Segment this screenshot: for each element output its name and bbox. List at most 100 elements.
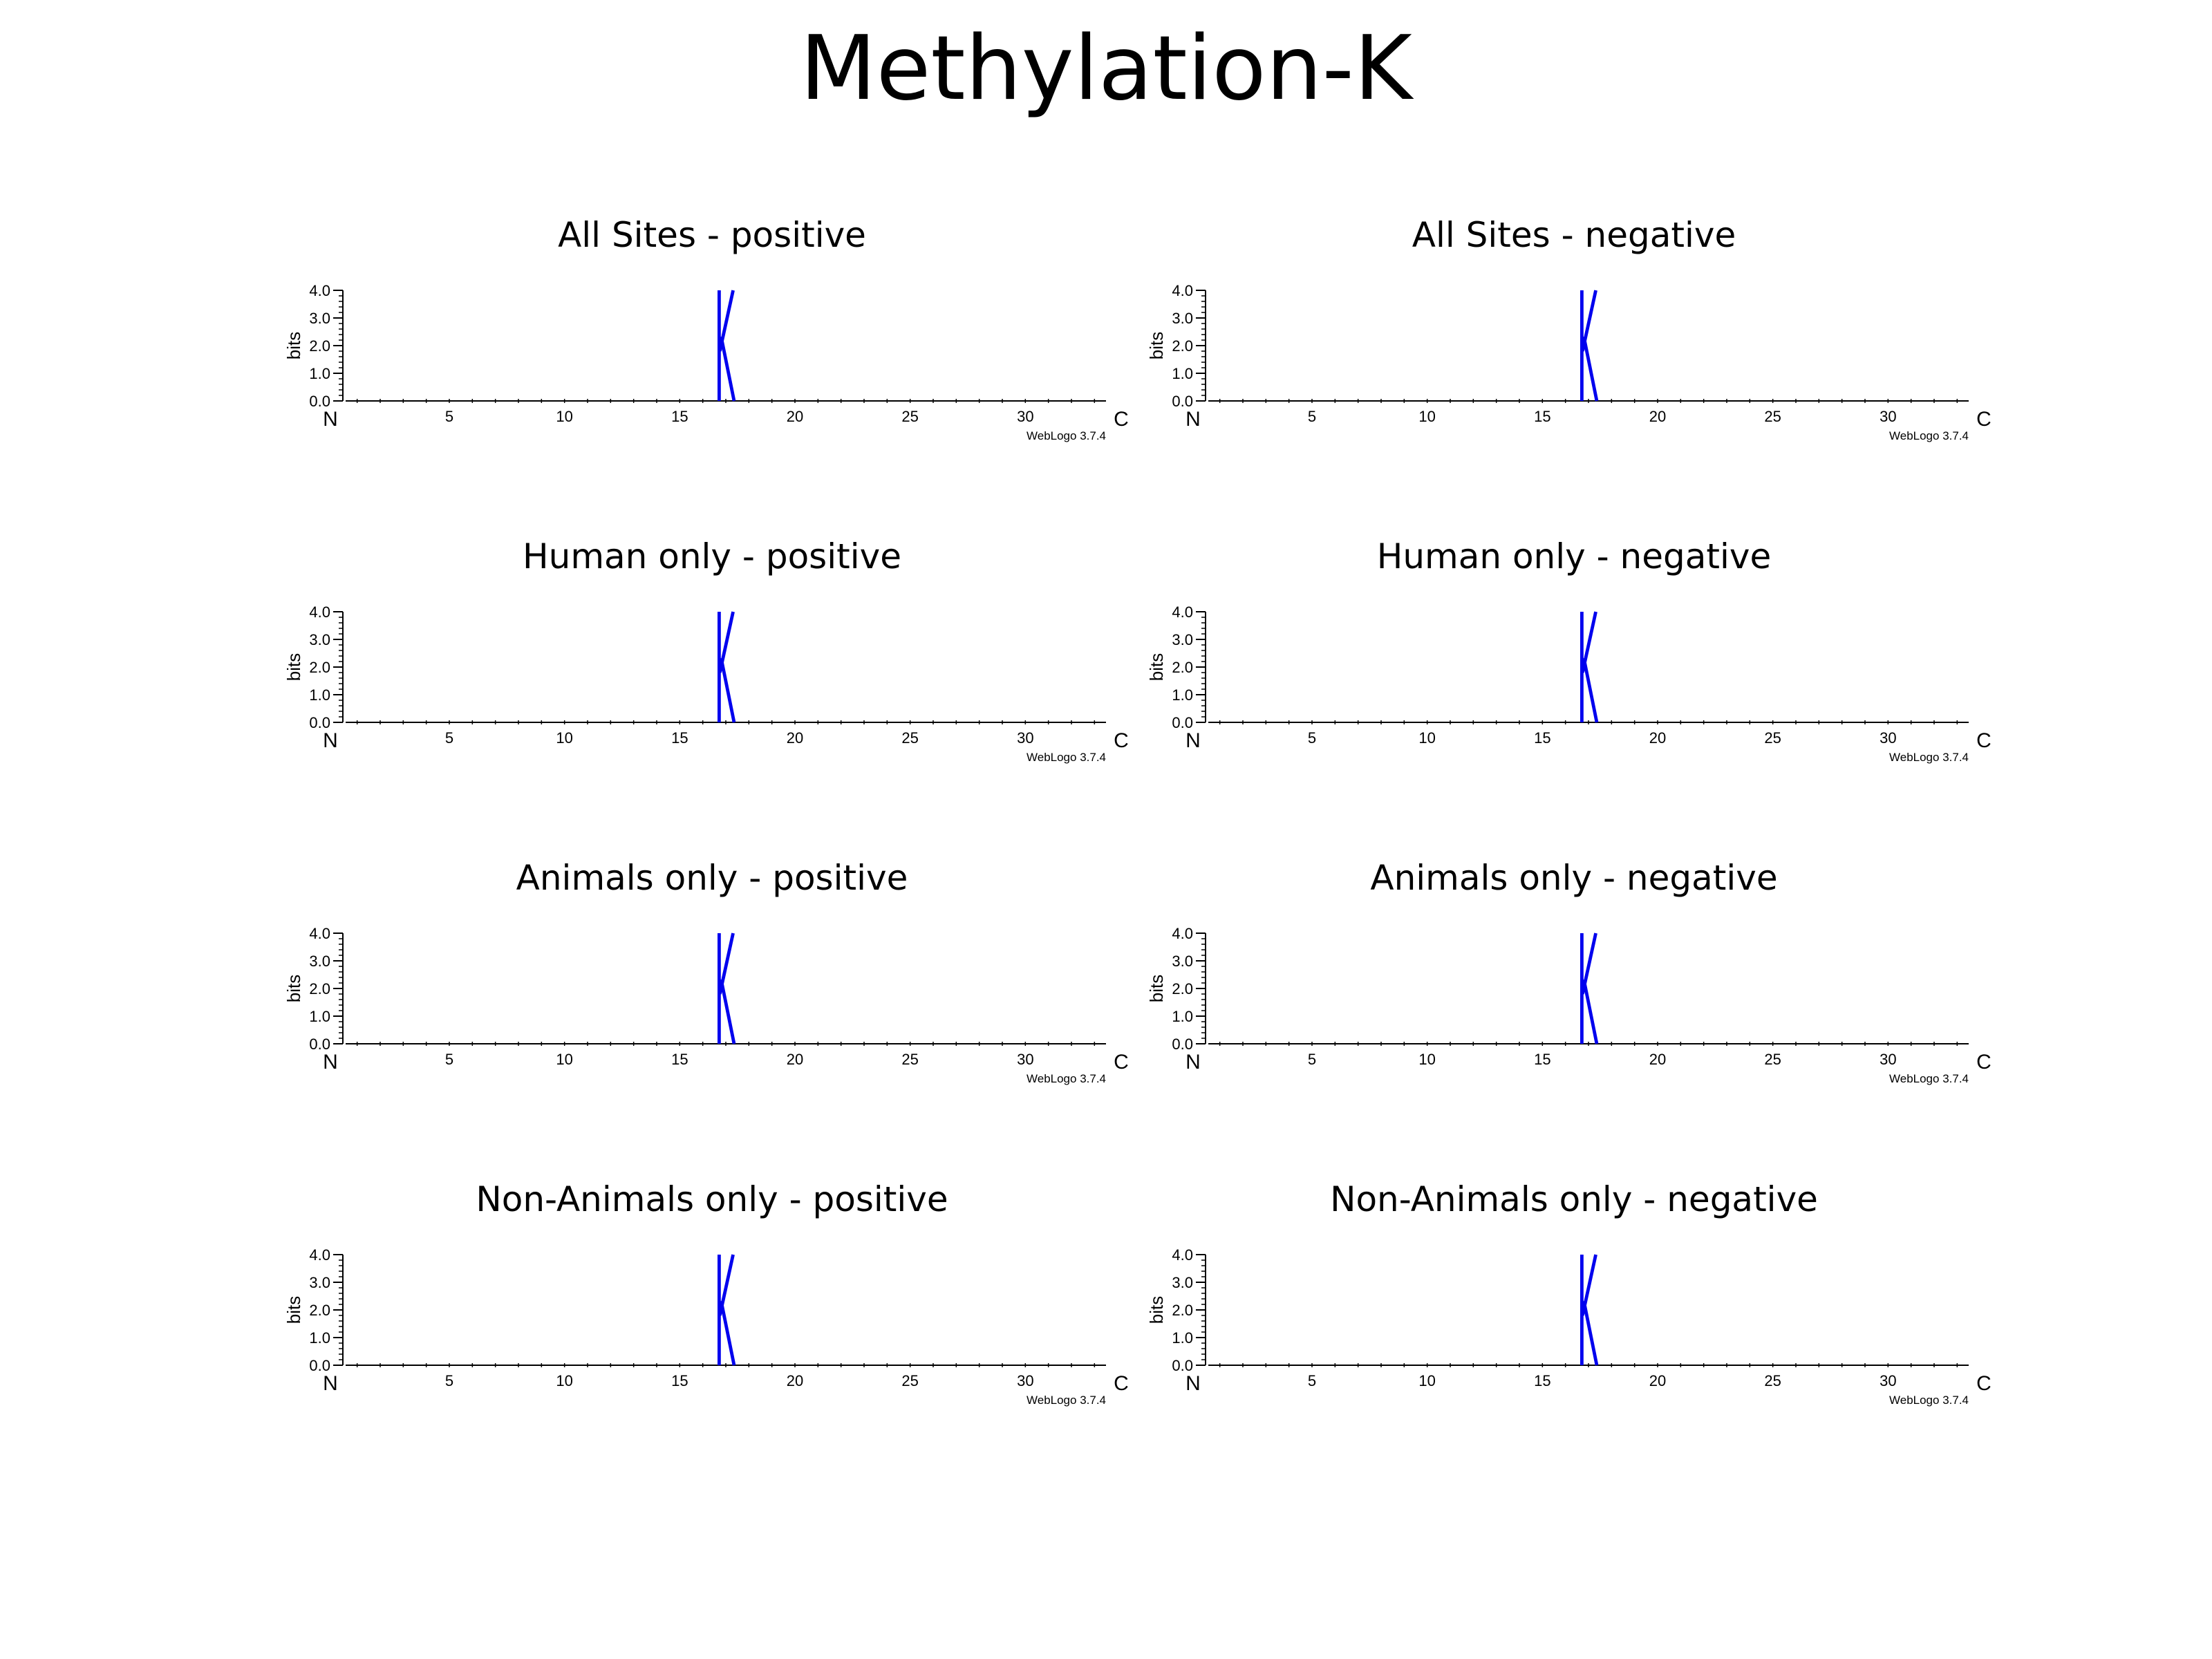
y-tick-label: 0.0 bbox=[309, 1035, 330, 1053]
x-tick-label: 15 bbox=[671, 1372, 688, 1389]
c-terminal-label: C bbox=[1976, 1372, 1991, 1395]
x-tick-label: 10 bbox=[1418, 1051, 1435, 1068]
x-tick-label: 5 bbox=[1308, 1372, 1316, 1389]
y-tick-label: 2.0 bbox=[309, 980, 330, 997]
y-tick-label: 1.0 bbox=[309, 1329, 330, 1347]
y-tick-label: 0.0 bbox=[1172, 1035, 1193, 1053]
figure-title: Methylation-K bbox=[800, 17, 1412, 120]
x-tick-label: 30 bbox=[1880, 408, 1896, 425]
c-terminal-label: C bbox=[1114, 729, 1129, 752]
x-tick-label: 5 bbox=[1308, 1051, 1316, 1068]
c-terminal-label: C bbox=[1976, 729, 1991, 752]
y-axis-label: bits bbox=[283, 1296, 304, 1324]
logo-letter-K bbox=[718, 290, 736, 402]
x-tick-label: 5 bbox=[445, 729, 453, 747]
x-tick-label: 15 bbox=[1534, 1372, 1550, 1389]
panel-title-all-positive: All Sites - positive bbox=[558, 215, 866, 255]
x-tick-label: 30 bbox=[1017, 408, 1033, 425]
logo-letter-K bbox=[718, 611, 736, 723]
y-tick-label: 2.0 bbox=[309, 337, 330, 355]
c-terminal-label: C bbox=[1114, 408, 1129, 431]
x-tick-label: 5 bbox=[445, 1051, 453, 1068]
y-axis-label: bits bbox=[1146, 1296, 1167, 1324]
c-terminal-label: C bbox=[1114, 1051, 1129, 1074]
y-axis-label: bits bbox=[283, 975, 304, 1002]
panel-title-all-negative: All Sites - negative bbox=[1412, 215, 1736, 255]
x-tick-label: 15 bbox=[1534, 729, 1550, 747]
c-terminal-label: C bbox=[1976, 408, 1991, 431]
y-tick-label: 0.0 bbox=[309, 393, 330, 410]
logo-panel: 0.0 1.0 2.0 3.0 4.0 bits 5 10 15 20 25 30 N C WebLogo … bbox=[1146, 925, 1991, 1085]
x-tick-label: 25 bbox=[1764, 1051, 1781, 1068]
y-tick-label: 2.0 bbox=[1172, 337, 1193, 355]
y-tick-label: 2.0 bbox=[309, 1302, 330, 1319]
logo-letter-K bbox=[1580, 611, 1599, 723]
x-tick-label: 5 bbox=[1308, 729, 1316, 747]
x-tick-label: 25 bbox=[901, 729, 918, 747]
weblogo-credit: WebLogo 3.7.4 bbox=[1027, 1072, 1106, 1085]
x-tick-label: 20 bbox=[1649, 1051, 1666, 1068]
y-tick-label: 0.0 bbox=[1172, 714, 1193, 731]
y-tick-label: 1.0 bbox=[1172, 365, 1193, 382]
c-terminal-label: C bbox=[1976, 1051, 1991, 1074]
x-tick-label: 30 bbox=[1017, 729, 1033, 747]
weblogo-credit: WebLogo 3.7.4 bbox=[1027, 1394, 1106, 1407]
x-tick-label: 10 bbox=[1418, 1372, 1435, 1389]
y-tick-label: 0.0 bbox=[309, 1357, 330, 1374]
weblogo-credit: WebLogo 3.7.4 bbox=[1889, 751, 1969, 764]
logo-panel: 0.0 1.0 2.0 3.0 4.0 bits 5 10 15 20 25 30 N C WebLogo … bbox=[283, 603, 1129, 764]
n-terminal-label: N bbox=[1185, 1372, 1201, 1395]
y-axis-label: bits bbox=[283, 653, 304, 681]
x-tick-label: 30 bbox=[1880, 1372, 1896, 1389]
weblogo-credit: WebLogo 3.7.4 bbox=[1027, 751, 1106, 764]
x-tick-label: 15 bbox=[671, 1051, 688, 1068]
logo-letter-K bbox=[1580, 290, 1599, 402]
logo-letter-K bbox=[718, 1254, 736, 1366]
y-tick-label: 2.0 bbox=[1172, 659, 1193, 676]
y-tick-label: 0.0 bbox=[1172, 393, 1193, 410]
y-tick-label: 2.0 bbox=[1172, 980, 1193, 997]
logo-panel: 0.0 1.0 2.0 3.0 4.0 bits 5 10 15 20 25 30 N C WebLogo … bbox=[283, 1246, 1129, 1407]
logo-letter-K bbox=[718, 932, 736, 1044]
x-tick-label: 10 bbox=[556, 1051, 572, 1068]
logo-panel: 0.0 1.0 2.0 3.0 4.0 bits 5 10 15 20 25 30 N C WebLogo … bbox=[1146, 1246, 1991, 1407]
y-tick-label: 1.0 bbox=[309, 1008, 330, 1025]
panel-title-nonanimals-negative: Non-Animals only - negative bbox=[1330, 1179, 1818, 1219]
x-tick-label: 20 bbox=[1649, 729, 1666, 747]
x-tick-label: 30 bbox=[1880, 729, 1896, 747]
y-tick-label: 3.0 bbox=[309, 310, 330, 327]
n-terminal-label: N bbox=[1185, 408, 1201, 431]
panel-title-human-positive: Human only - positive bbox=[523, 536, 901, 577]
weblogo-credit: WebLogo 3.7.4 bbox=[1889, 429, 1969, 442]
y-tick-label: 3.0 bbox=[309, 953, 330, 970]
y-tick-label: 3.0 bbox=[309, 631, 330, 648]
n-terminal-label: N bbox=[323, 1372, 338, 1395]
y-tick-label: 4.0 bbox=[309, 282, 330, 299]
y-tick-label: 1.0 bbox=[309, 365, 330, 382]
y-tick-label: 1.0 bbox=[309, 686, 330, 704]
x-tick-label: 30 bbox=[1880, 1051, 1896, 1068]
y-tick-label: 2.0 bbox=[309, 659, 330, 676]
y-tick-label: 0.0 bbox=[1172, 1357, 1193, 1374]
y-tick-label: 3.0 bbox=[1172, 1274, 1193, 1291]
x-tick-label: 25 bbox=[901, 1051, 918, 1068]
y-tick-label: 4.0 bbox=[309, 925, 330, 942]
n-terminal-label: N bbox=[1185, 1051, 1201, 1074]
y-axis-label: bits bbox=[1146, 653, 1167, 681]
y-tick-label: 4.0 bbox=[309, 1246, 330, 1264]
y-tick-label: 4.0 bbox=[1172, 1246, 1193, 1264]
logo-letter-K bbox=[1580, 932, 1599, 1044]
y-tick-label: 4.0 bbox=[1172, 603, 1193, 621]
x-tick-label: 10 bbox=[556, 1372, 572, 1389]
y-tick-label: 4.0 bbox=[1172, 925, 1193, 942]
c-terminal-label: C bbox=[1114, 1372, 1129, 1395]
x-tick-label: 5 bbox=[1308, 408, 1316, 425]
y-tick-label: 3.0 bbox=[1172, 953, 1193, 970]
x-tick-label: 5 bbox=[445, 1372, 453, 1389]
y-tick-label: 4.0 bbox=[309, 603, 330, 621]
panel-title-animals-negative: Animals only - negative bbox=[1370, 858, 1778, 898]
x-tick-label: 25 bbox=[901, 408, 918, 425]
n-terminal-label: N bbox=[1185, 729, 1201, 752]
n-terminal-label: N bbox=[323, 729, 338, 752]
